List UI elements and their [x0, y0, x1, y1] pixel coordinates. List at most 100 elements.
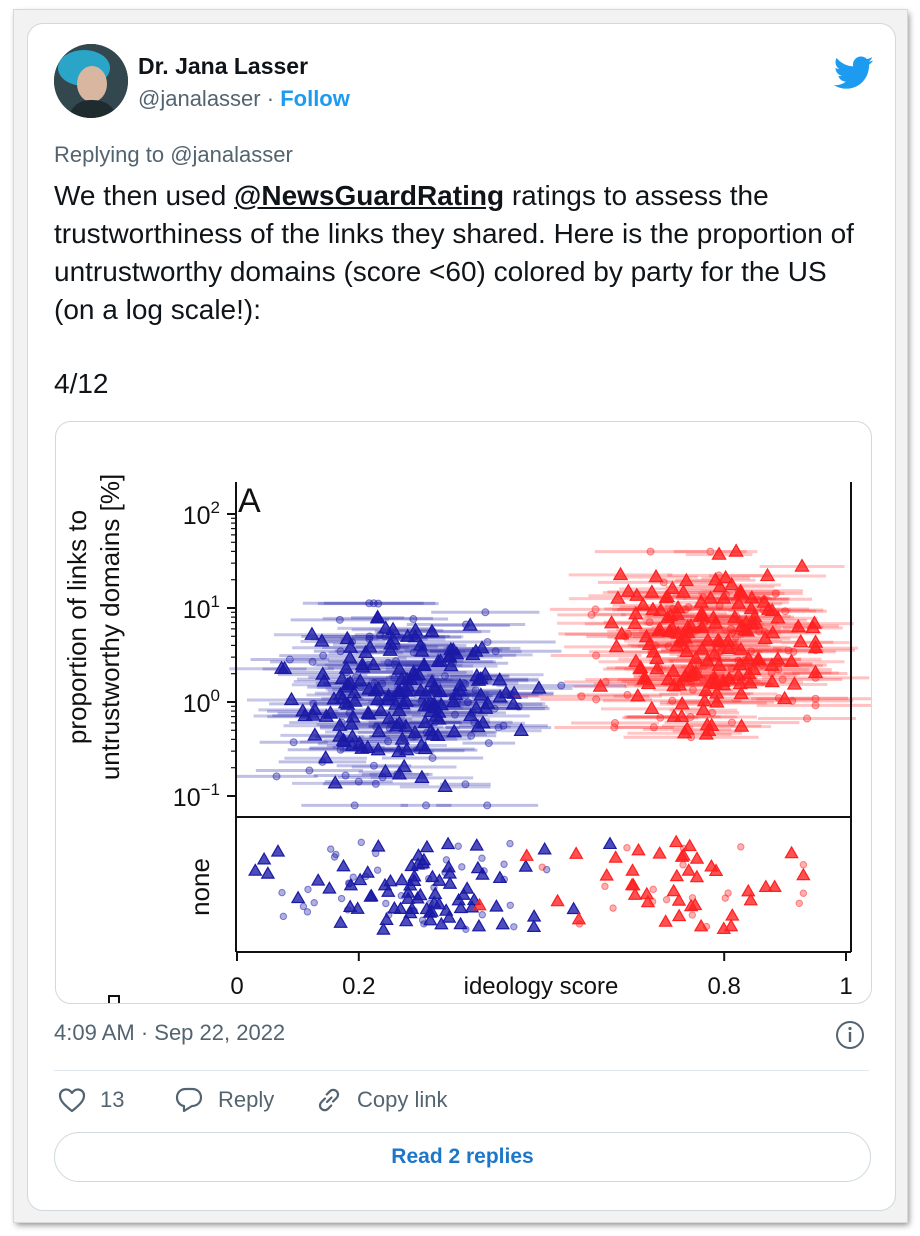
copy-link-button[interactable]: Copy link: [315, 1082, 447, 1118]
timestamp[interactable]: 4:09 AM · Sep 22, 2022: [54, 1020, 286, 1045]
none-row-circle: [373, 866, 382, 874]
data-point-triangle: [786, 676, 803, 690]
none-row-triangle: [383, 873, 398, 887]
none-row-triangle: [381, 884, 396, 897]
follow-button[interactable]: Follow: [280, 86, 350, 111]
author-handle[interactable]: @janalasser: [138, 86, 261, 111]
none-row-circle: [724, 889, 732, 897]
like-button[interactable]: 13: [58, 1082, 124, 1118]
data-point-circle: [461, 780, 470, 789]
x-tick-label: 0.8: [708, 973, 741, 1000]
data-point-triangle: [770, 610, 786, 624]
twitter-bird-icon[interactable]: [834, 56, 874, 90]
data-point-triangle: [370, 691, 386, 705]
data-point-triangle: [592, 678, 609, 692]
none-row-triangle: [669, 868, 685, 882]
data-point-triangle: [340, 696, 356, 710]
data-point-triangle: [666, 708, 682, 722]
data-point-triangle: [505, 696, 522, 710]
none-row-triangle: [625, 863, 640, 876]
data-point-triangle: [478, 700, 494, 714]
data-point-circle: [686, 712, 695, 721]
data-point-circle: [483, 801, 492, 810]
data-point-triangle: [498, 684, 514, 699]
data-point-triangle: [391, 686, 407, 700]
data-point-triangle: [694, 641, 710, 655]
none-row-triangle: [640, 894, 656, 908]
replying-handle[interactable]: @janalasser: [170, 142, 293, 167]
data-point-triangle: [699, 716, 715, 731]
none-row-circle: [737, 843, 745, 851]
mention-link[interactable]: @NewsGuardRating: [234, 180, 505, 211]
data-point-triangle: [423, 703, 439, 718]
data-point-triangle: [644, 584, 660, 598]
data-point-triangle: [307, 701, 323, 716]
data-point-triangle: [696, 693, 713, 707]
data-point-triangle: [630, 688, 646, 702]
data-point-circle: [706, 547, 715, 556]
data-point-triangle: [730, 667, 747, 681]
data-point-triangle: [807, 664, 824, 678]
none-row-circle: [799, 861, 808, 869]
none-row-circle: [327, 845, 335, 853]
read-replies-button[interactable]: Read 2 replies: [54, 1132, 871, 1182]
data-point-triangle: [805, 619, 821, 634]
data-point-triangle: [764, 657, 780, 671]
data-point-triangle: [373, 702, 389, 717]
data-point-triangle: [432, 683, 448, 698]
data-point-triangle: [644, 700, 660, 714]
data-point-circle: [656, 713, 665, 722]
data-point-circle: [771, 589, 780, 598]
data-point-circle: [645, 618, 654, 627]
plot-area: [229, 543, 871, 935]
none-row-triangle: [671, 893, 687, 906]
tweet-media[interactable]: proportion of links to untrustworthy dom…: [55, 421, 872, 1004]
none-row-circle: [385, 911, 393, 919]
data-point-triangle: [431, 711, 447, 725]
data-point-circle: [668, 696, 677, 705]
data-point-triangle: [733, 718, 750, 732]
data-point-triangle: [679, 643, 695, 658]
none-row-circle: [337, 894, 346, 903]
data-point-circle: [592, 651, 601, 660]
data-point-triangle: [724, 576, 740, 591]
data-point-circle: [587, 610, 596, 619]
avatar[interactable]: [54, 44, 128, 118]
data-point-triangle: [764, 673, 780, 688]
data-point-circle: [592, 695, 601, 704]
info-icon[interactable]: [835, 1020, 865, 1050]
none-row-triangle: [419, 839, 435, 853]
none-row-triangle: [689, 851, 705, 864]
author-name[interactable]: Dr. Jana Lasser: [138, 53, 309, 79]
none-row-circle: [278, 888, 286, 897]
data-point-circle: [811, 701, 820, 710]
none-row-triangle: [671, 908, 687, 922]
data-point-triangle: [477, 666, 493, 680]
none-row-circle: [480, 867, 488, 875]
none-row-circle: [510, 923, 518, 931]
data-point-circle: [384, 658, 393, 667]
data-point-triangle: [659, 609, 676, 624]
none-row-circle: [679, 844, 688, 853]
data-point-triangle: [678, 572, 695, 587]
data-point-triangle: [679, 721, 695, 735]
data-point-triangle: [446, 723, 462, 738]
data-point-circle: [371, 779, 380, 788]
replying-prefix: Replying to: [54, 142, 165, 167]
data-point-circle: [494, 723, 503, 732]
data-point-circle: [649, 723, 658, 732]
data-point-triangle: [658, 590, 674, 604]
data-point-circle: [440, 672, 449, 681]
none-row-triangle: [438, 903, 454, 916]
none-row-triangle: [310, 873, 326, 886]
data-point-circle: [557, 681, 566, 690]
data-point-triangle: [794, 558, 810, 572]
data-point-circle: [803, 714, 812, 723]
data-point-triangle: [407, 724, 423, 739]
data-point-circle: [610, 719, 619, 728]
none-row-triangle: [423, 912, 438, 926]
reply-button[interactable]: Reply: [174, 1082, 274, 1118]
data-point-triangle: [338, 660, 355, 674]
none-row-circle: [303, 908, 312, 916]
data-point-triangle: [343, 716, 360, 730]
